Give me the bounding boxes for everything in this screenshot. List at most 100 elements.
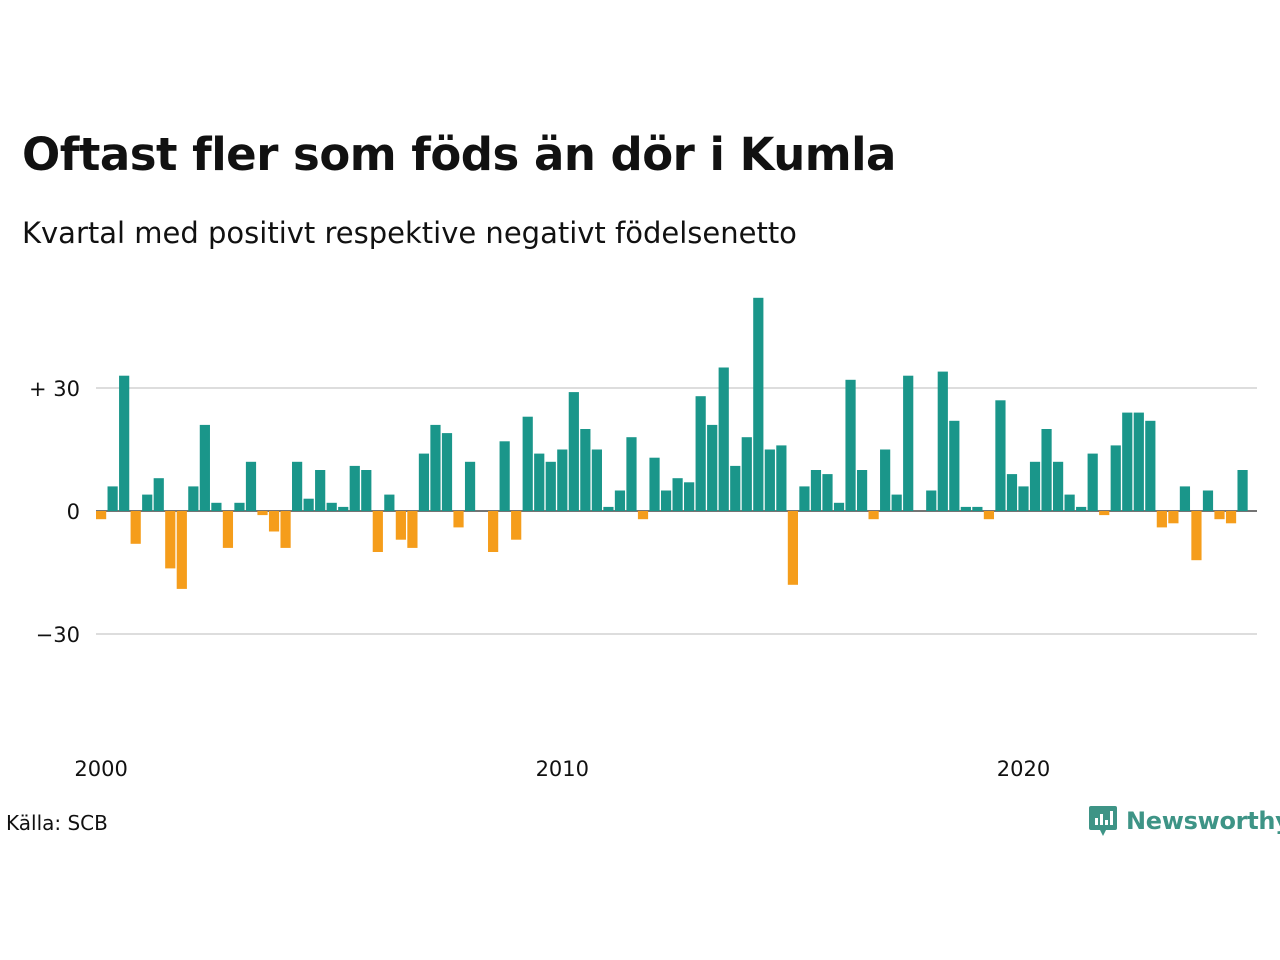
bar bbox=[1133, 412, 1144, 511]
bar bbox=[1076, 506, 1087, 511]
bar bbox=[1122, 412, 1133, 511]
bar bbox=[960, 506, 971, 511]
bar bbox=[153, 478, 164, 511]
bar bbox=[245, 461, 257, 511]
bar bbox=[707, 424, 718, 511]
y-tick-label: + 30 bbox=[29, 377, 80, 401]
bar bbox=[949, 420, 960, 511]
bar bbox=[280, 511, 291, 548]
bar bbox=[338, 506, 349, 511]
bar bbox=[764, 449, 775, 511]
bar bbox=[891, 494, 902, 511]
x-tick-label: 2020 bbox=[997, 757, 1050, 781]
bar bbox=[453, 511, 464, 528]
bar bbox=[384, 494, 395, 511]
bar bbox=[995, 400, 1006, 511]
bar bbox=[361, 470, 372, 511]
bar bbox=[142, 494, 153, 511]
bar bbox=[810, 470, 822, 511]
y-tick-label: 0 bbox=[67, 500, 80, 524]
bar bbox=[268, 511, 280, 532]
bar bbox=[511, 511, 522, 540]
bar bbox=[234, 502, 245, 511]
bar bbox=[741, 437, 752, 511]
bar bbox=[983, 511, 995, 520]
newsworthy-logo[interactable]: Newsworthy bbox=[1088, 804, 1280, 838]
bar bbox=[292, 461, 303, 511]
bar bbox=[626, 437, 637, 511]
bar bbox=[407, 511, 418, 548]
bar bbox=[534, 453, 545, 511]
bar bbox=[856, 470, 868, 511]
x-tick-label: 2000 bbox=[74, 757, 127, 781]
bar bbox=[568, 392, 579, 511]
bar bbox=[1145, 420, 1156, 511]
bar bbox=[557, 449, 568, 511]
bar bbox=[257, 511, 268, 516]
bar bbox=[1052, 461, 1064, 511]
bar bbox=[119, 375, 130, 511]
bar bbox=[372, 511, 383, 552]
bar bbox=[1018, 486, 1029, 511]
bar bbox=[926, 490, 937, 511]
bar bbox=[96, 511, 107, 520]
bar-chart: + 30 0 −30 2000 2010 2020 bbox=[29, 297, 1257, 781]
bar bbox=[522, 416, 533, 511]
bar bbox=[580, 429, 591, 511]
bars bbox=[96, 297, 1248, 589]
bar bbox=[130, 511, 141, 544]
chart-title: Oftast fler som föds än dör i Kumla bbox=[22, 128, 896, 181]
bar bbox=[488, 511, 499, 552]
bar bbox=[1099, 511, 1110, 516]
bar bbox=[787, 511, 798, 585]
bar bbox=[545, 461, 556, 511]
bar bbox=[972, 506, 983, 511]
bar bbox=[649, 457, 660, 511]
bar bbox=[1168, 511, 1179, 524]
bar bbox=[868, 511, 879, 520]
bar bbox=[1156, 511, 1167, 528]
bar bbox=[1225, 511, 1237, 524]
bar bbox=[1179, 486, 1191, 511]
bar bbox=[1006, 474, 1018, 511]
bar bbox=[499, 441, 510, 511]
bar bbox=[1202, 490, 1214, 511]
brand-name: Newsworthy bbox=[1126, 807, 1280, 835]
bar bbox=[107, 486, 118, 511]
bar bbox=[303, 498, 314, 511]
bar bbox=[684, 482, 695, 511]
bar bbox=[776, 445, 787, 511]
axis-labels: + 30 0 −30 2000 2010 2020 bbox=[29, 377, 1050, 781]
bar bbox=[937, 371, 948, 511]
bar bbox=[395, 511, 406, 540]
newsworthy-logo-icon bbox=[1089, 806, 1117, 836]
x-tick-label: 2010 bbox=[536, 757, 589, 781]
bar bbox=[1087, 453, 1098, 511]
bar bbox=[614, 490, 626, 511]
bar bbox=[637, 511, 649, 520]
bar bbox=[199, 424, 210, 511]
bar bbox=[211, 502, 222, 511]
bar bbox=[430, 424, 441, 511]
bar bbox=[315, 470, 326, 511]
bar bbox=[753, 297, 764, 511]
bar bbox=[591, 449, 602, 511]
bar bbox=[730, 465, 741, 511]
bar bbox=[1041, 429, 1052, 511]
bar bbox=[188, 486, 199, 511]
bar bbox=[1191, 511, 1202, 561]
bar bbox=[1110, 445, 1121, 511]
bar bbox=[1029, 461, 1041, 511]
bar bbox=[418, 453, 430, 511]
bar bbox=[1214, 511, 1225, 520]
bar bbox=[349, 465, 360, 511]
bar bbox=[1064, 494, 1075, 511]
bar bbox=[222, 511, 234, 548]
bar bbox=[799, 486, 810, 511]
bar bbox=[903, 375, 914, 511]
bar bbox=[660, 490, 672, 511]
bar bbox=[326, 502, 337, 511]
bar bbox=[464, 461, 476, 511]
source-note: Källa: SCB bbox=[6, 811, 108, 835]
bar bbox=[718, 367, 729, 511]
